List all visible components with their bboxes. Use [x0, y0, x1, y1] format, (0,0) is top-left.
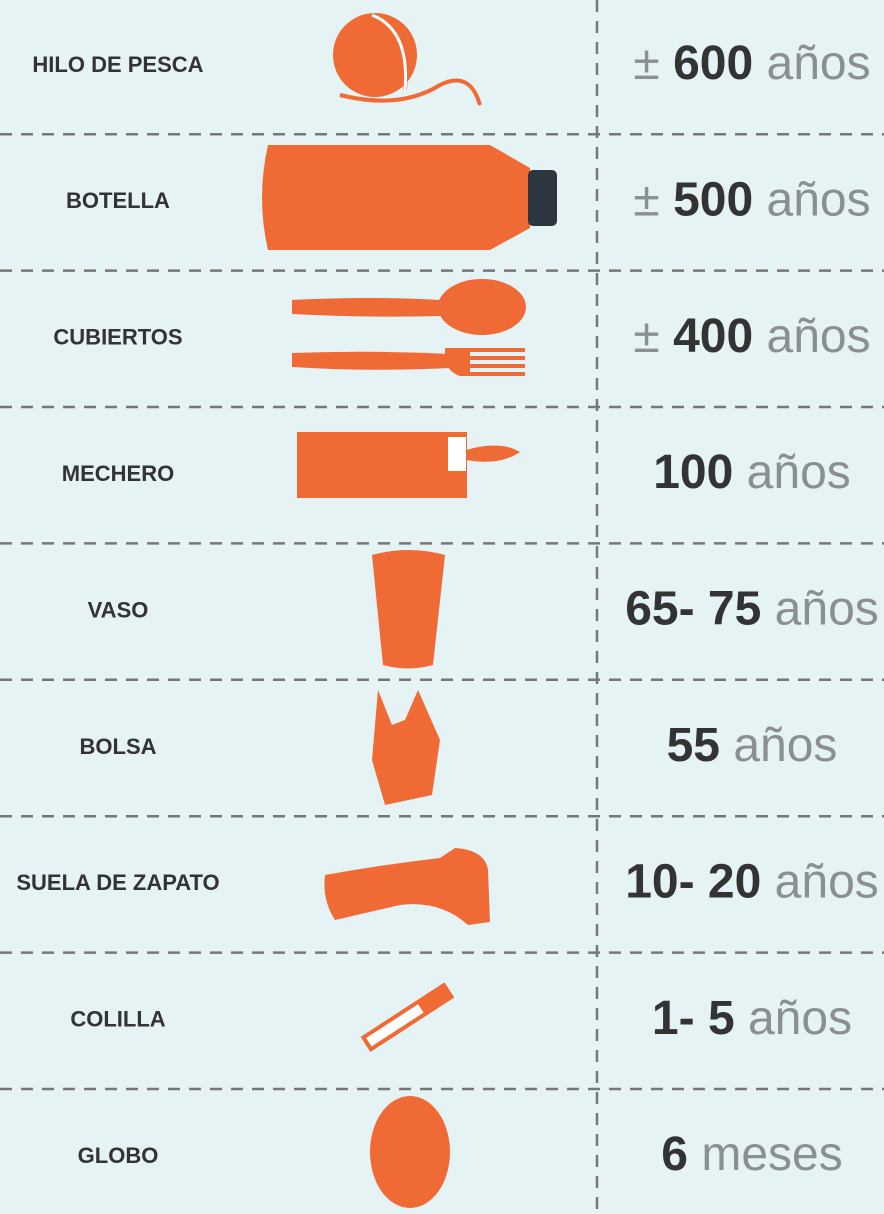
icons: [262, 13, 557, 1208]
duration-amount: 500: [673, 173, 753, 226]
duration-amount: 65- 75: [625, 582, 761, 635]
duration-amount: 600: [673, 37, 753, 90]
cigarette-icon: [360, 982, 455, 1052]
duration: ± 600 años: [633, 37, 870, 90]
duration-amount: 1- 5: [652, 991, 735, 1044]
duration: 10- 20 años: [625, 855, 879, 908]
duration-unit: años: [767, 173, 871, 226]
item-label: VASO: [88, 597, 149, 622]
duration-prefix: ±: [633, 37, 659, 90]
duration-unit: años: [775, 855, 879, 908]
item-label: BOLSA: [80, 734, 157, 759]
duration: 100 años: [653, 446, 851, 499]
duration-unit: años: [733, 719, 837, 772]
duration-amount: 6: [661, 1128, 688, 1181]
item-label: COLILLA: [70, 1007, 165, 1032]
duration-prefix: ±: [633, 173, 659, 226]
duration-unit: años: [767, 37, 871, 90]
item-label: HILO DE PESCA: [32, 52, 203, 77]
item-label: SUELA DE ZAPATO: [16, 870, 219, 895]
lighter-icon: [297, 432, 520, 498]
cup-icon: [372, 550, 445, 669]
item-label: MECHERO: [62, 461, 174, 486]
fishing-line-icon: [333, 13, 482, 106]
item-label: CUBIERTOS: [53, 325, 182, 350]
duration-unit: años: [775, 582, 879, 635]
duration-amount: 10- 20: [625, 855, 761, 908]
duration: 65- 75 años: [625, 582, 879, 635]
duration-amount: 400: [673, 309, 753, 362]
duration: ± 500 años: [633, 173, 870, 226]
duration-unit: años: [748, 991, 852, 1044]
duration-amount: 55: [667, 719, 720, 772]
bottle-icon: [262, 145, 557, 250]
duration: ± 400 años: [633, 309, 870, 362]
duration-unit: años: [767, 309, 871, 362]
cutlery-icon: [292, 279, 526, 376]
balloon-icon: [370, 1096, 450, 1208]
item-label: BOTELLA: [66, 188, 170, 213]
shoe-sole-icon: [324, 848, 490, 925]
duration-amount: 100: [653, 446, 733, 499]
duration-prefix: ±: [633, 309, 659, 362]
item-label: GLOBO: [78, 1143, 159, 1168]
duration: 55 años: [667, 719, 838, 772]
duration-unit: meses: [701, 1128, 842, 1181]
duration: 1- 5 años: [652, 991, 852, 1044]
duration: 6 meses: [661, 1128, 842, 1181]
duration-unit: años: [747, 446, 851, 499]
bag-icon: [372, 690, 440, 805]
